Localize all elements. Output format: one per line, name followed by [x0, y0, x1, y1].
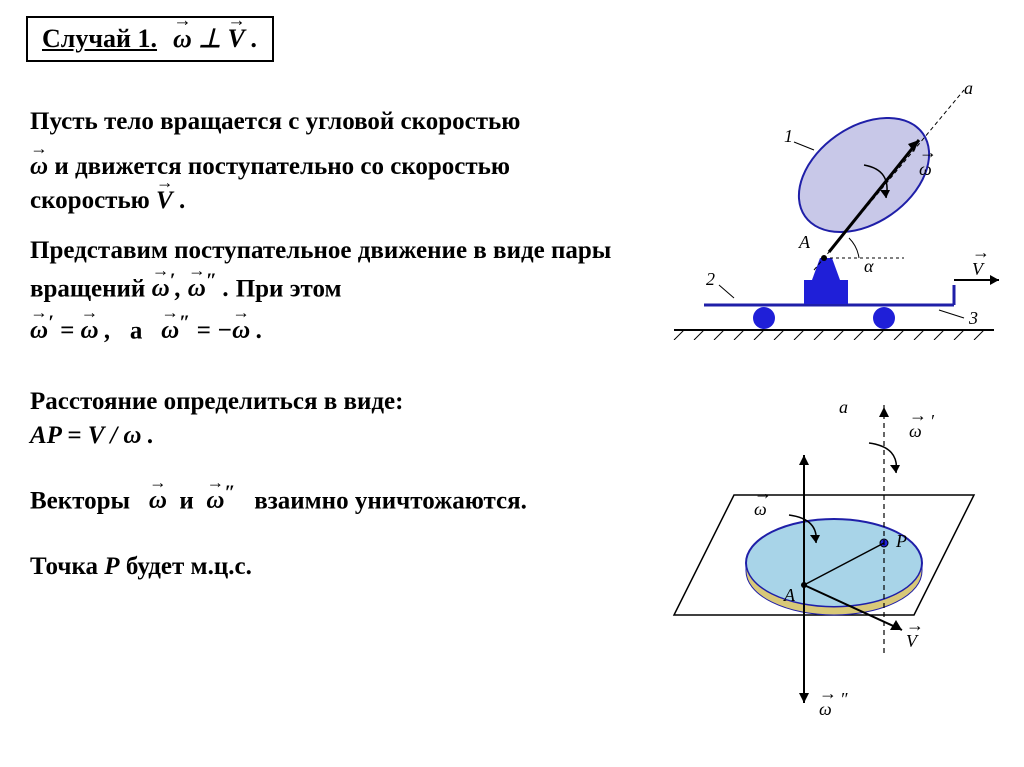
d1-label-V: V — [972, 259, 985, 279]
svg-text:→: → — [906, 615, 924, 635]
svg-text:″: ″ — [840, 689, 848, 709]
v-symbol: V — [156, 184, 173, 218]
d1-label-A: A — [798, 232, 811, 252]
p3a-text: Расстояние определиться в виде: — [30, 388, 403, 415]
case-title-box: Случай 1. ω ⊥ V . — [26, 16, 274, 62]
p1b-skorost: скоростью — [30, 187, 156, 214]
svg-text:′: ′ — [930, 411, 935, 431]
svg-text:→: → — [909, 405, 927, 425]
paragraph-1a: Пусть тело вращается с угловой скоростью — [30, 105, 640, 139]
paragraph-1b: ω и движется поступательно со скоростью … — [30, 150, 640, 218]
paragraph-4: Векторы ω и ω″ взаимно уничтожаются. — [30, 480, 640, 518]
omega-symbol: ω — [30, 150, 48, 184]
case-title-formula: ω ⊥ V . — [173, 24, 258, 54]
svg-text:→: → — [972, 242, 990, 262]
d2-label-P: P — [895, 531, 907, 551]
p3b-formula: AP = V / ω . — [30, 422, 154, 449]
d1-label-a: a — [964, 80, 973, 98]
case-title-label: Случай 1. — [42, 24, 157, 54]
and-word: и — [173, 487, 200, 514]
diagram-disk: a A P ω → ω → ′ ω → ″ V → — [634, 395, 1004, 735]
d1-label-1: 1 — [784, 126, 793, 146]
p5-text: Точка P будет м.ц.с. — [30, 553, 252, 580]
paragraph-5: Точка P будет м.ц.с. — [30, 550, 640, 584]
svg-text:→: → — [919, 142, 937, 162]
svg-text:→: → — [754, 483, 772, 503]
p2a-tail: При этом — [236, 275, 342, 302]
p1b-text: и движется поступательно со скоростью — [54, 153, 510, 180]
svg-text:→: → — [819, 683, 837, 703]
diagram-cart: a 1 2 3 A α ω → V → — [664, 80, 1004, 340]
d2-label-a: a — [839, 397, 848, 417]
d2-label-A: A — [783, 585, 796, 605]
paragraph-2b: ω′ = ω , а ω″ = −ω . — [30, 310, 640, 348]
vectors-word: Векторы — [30, 487, 143, 514]
mutual-destroy: взаимно уничтожаются. — [242, 487, 527, 514]
paragraph-3: Расстояние определиться в виде: AP = V /… — [30, 385, 640, 453]
d1-label-3: 3 — [968, 308, 978, 328]
paragraph-2a: Представим поступательное движение в вид… — [30, 234, 640, 306]
d1-label-omega: ω — [919, 159, 932, 179]
d1-label-alpha: α — [864, 256, 874, 276]
omega-pair: ω′, ω″ . — [152, 275, 230, 302]
d1-label-2: 2 — [706, 269, 715, 289]
